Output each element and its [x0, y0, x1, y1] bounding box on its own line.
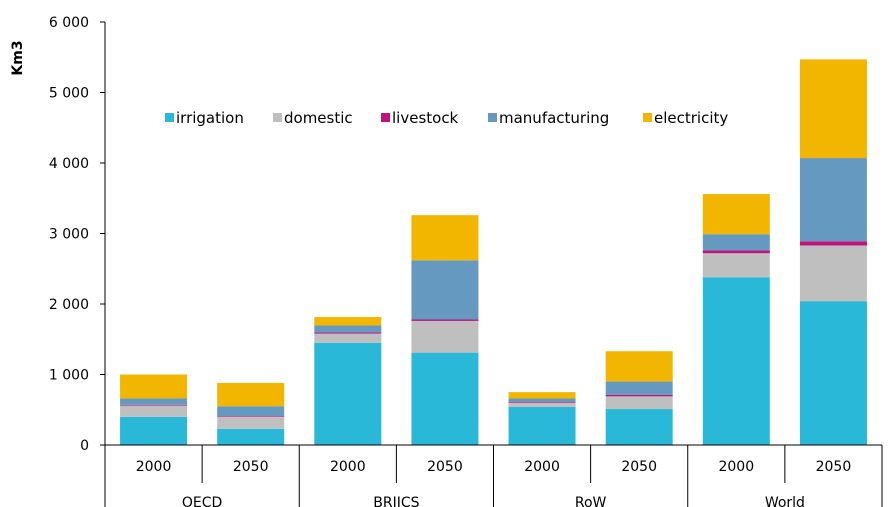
- y-tick-label: 5 000: [49, 86, 89, 102]
- bar-segment-livestock: [605, 394, 673, 397]
- bar-segment-electricity: [314, 317, 382, 326]
- bar-segment-manufacturing: [508, 398, 576, 402]
- bar-segment-electricity: [508, 392, 576, 399]
- x-tick-label: 2050: [621, 459, 657, 475]
- bar-segment-livestock: [508, 402, 576, 403]
- bar-segment-irrigation: [605, 409, 673, 445]
- bar-segment-irrigation: [314, 342, 382, 445]
- group-label: RoW: [575, 495, 607, 507]
- legend-label-electricity: electricity: [654, 109, 728, 127]
- x-tick-label: 2050: [427, 459, 463, 475]
- bars-layer: [120, 59, 867, 445]
- bar-segment-irrigation: [508, 406, 576, 445]
- y-tick-label: 4 000: [49, 156, 89, 172]
- x-tick-label: 2000: [330, 459, 366, 475]
- x-tick-label: 2000: [524, 459, 560, 475]
- legend-label-irrigation: irrigation: [176, 109, 244, 127]
- bar-segment-domestic: [217, 416, 285, 429]
- bar-segment-domestic: [314, 333, 382, 343]
- x-tick-label: 2000: [136, 459, 172, 475]
- bar-segment-livestock: [411, 319, 479, 321]
- bar-segment-manufacturing: [217, 406, 285, 417]
- bar-segment-manufacturing: [605, 381, 673, 395]
- bar-segment-electricity: [605, 351, 673, 382]
- x-axis: 2000 2050 2000 2050 2000 2050 2000 2050 OECD BRII…: [104, 444, 883, 507]
- bar-segment-livestock: [217, 416, 285, 417]
- y-tick-label: 2 000: [49, 297, 89, 313]
- bar-segment-manufacturing: [314, 325, 382, 333]
- x-tick-label: 2050: [816, 459, 852, 475]
- bar-segment-livestock: [702, 250, 770, 254]
- legend-label-domestic: domestic: [284, 109, 353, 127]
- bar-segment-domestic: [605, 396, 673, 410]
- group-label: World: [765, 495, 805, 507]
- bar-segment-electricity: [799, 59, 867, 159]
- x-tick-label: 2050: [233, 459, 269, 475]
- group-label: OECD: [182, 495, 222, 507]
- bar-segment-irrigation: [799, 301, 867, 445]
- bar-segment-domestic: [508, 402, 576, 407]
- bar-segment-livestock: [314, 332, 382, 334]
- legend-swatch-livestock: [381, 113, 390, 122]
- bar-segment-manufacturing: [120, 398, 188, 405]
- legend-swatch-domestic: [273, 113, 282, 122]
- x-tick-label: 2000: [718, 459, 754, 475]
- y-tick-label: 0: [80, 438, 89, 454]
- bar-segment-domestic: [702, 253, 770, 278]
- legend: irrigation domestic livestock manufacturing…: [165, 109, 728, 127]
- legend-label-livestock: livestock: [392, 109, 459, 127]
- bar-segment-domestic: [799, 245, 867, 302]
- legend-swatch-irrigation: [165, 113, 174, 122]
- legend-label-manufacturing: manufacturing: [499, 109, 609, 127]
- y-axis: 0 1 000 2 000 3 000 4 000 5 000 6 000: [49, 15, 106, 454]
- bar-segment-irrigation: [120, 416, 188, 445]
- bar-segment-electricity: [411, 215, 479, 261]
- bar-segment-irrigation: [702, 277, 770, 445]
- bar-segment-electricity: [702, 194, 770, 235]
- bar-segment-manufacturing: [799, 158, 867, 242]
- bar-segment-irrigation: [217, 428, 285, 445]
- bar-segment-manufacturing: [702, 234, 770, 251]
- bar-segment-domestic: [120, 405, 188, 417]
- bar-segment-electricity: [217, 382, 285, 407]
- legend-swatch-manufacturing: [488, 113, 497, 122]
- bar-segment-irrigation: [411, 352, 479, 445]
- y-tick-label: 1 000: [49, 368, 89, 384]
- legend-swatch-electricity: [643, 113, 652, 122]
- bar-segment-domestic: [411, 320, 479, 353]
- bar-segment-electricity: [120, 374, 188, 399]
- y-tick-label: 6 000: [49, 15, 89, 31]
- bar-segment-manufacturing: [411, 260, 479, 320]
- y-tick-label: 3 000: [49, 227, 89, 243]
- y-axis-title: Km3: [10, 40, 26, 75]
- group-label: BRIICS: [373, 495, 419, 507]
- bar-segment-livestock: [120, 404, 188, 406]
- bar-segment-livestock: [799, 241, 867, 246]
